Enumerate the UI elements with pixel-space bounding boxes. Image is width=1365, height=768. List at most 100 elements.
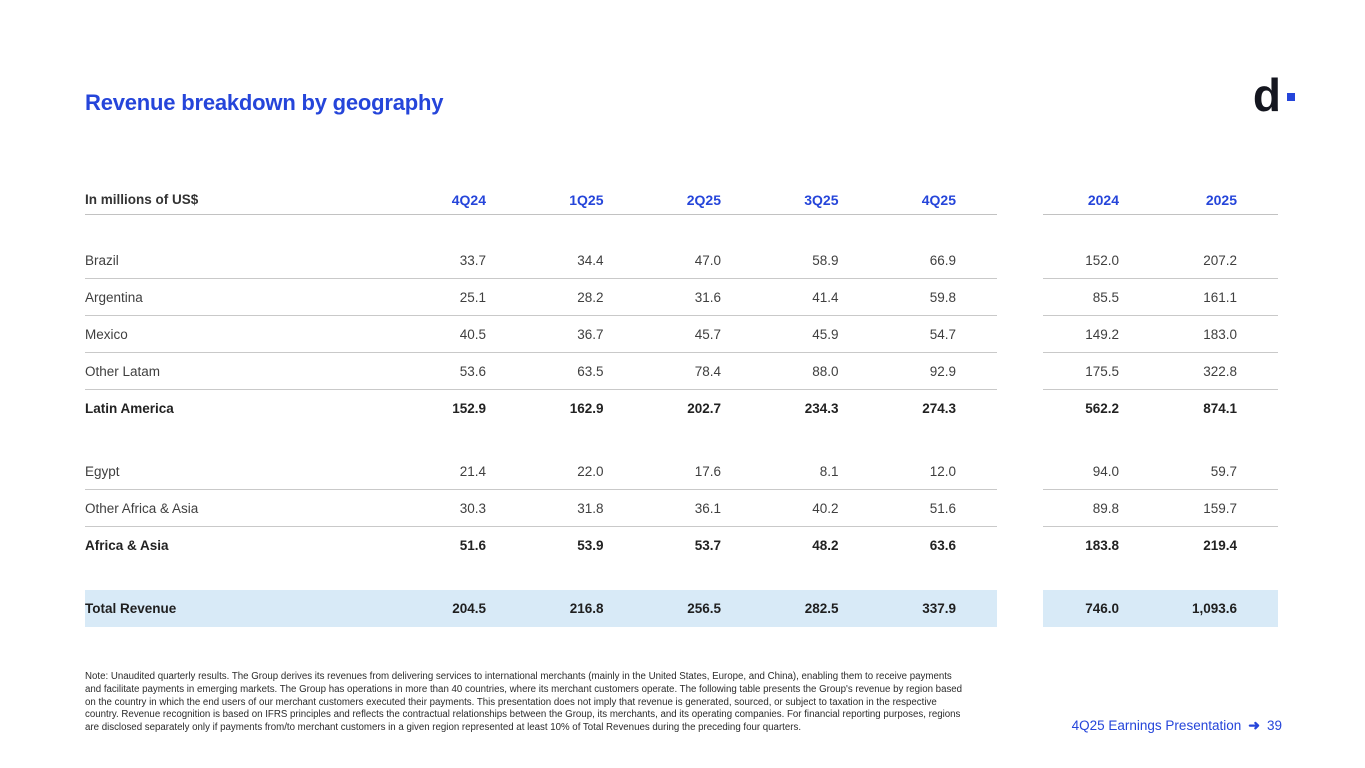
table-row: Argentina 25.1 28.2 31.6 41.4 59.8 85.5 161.1 <box>85 279 1278 316</box>
quarter-value: 51.6 <box>459 538 486 553</box>
column-gap <box>997 590 1043 627</box>
quarter-value: 162.9 <box>569 401 604 416</box>
quarters-segment: In millions of US$ 4Q24 1Q25 2Q25 3Q25 4Q25 <box>85 185 997 215</box>
quarter-value: 40.2 <box>812 500 839 516</box>
segment-padding <box>1237 590 1278 627</box>
year-value: 874.1 <box>1203 401 1237 416</box>
quarters-segment: Argentina 25.1 28.2 31.6 41.4 59.8 <box>85 279 997 316</box>
quarter-value: 31.6 <box>694 289 721 305</box>
region-label: Other Latam <box>85 363 161 379</box>
table-row: Africa & Asia 51.6 53.9 53.7 48.2 63.6 183.8 21… <box>85 527 1278 564</box>
quarter-value: 54.7 <box>929 326 956 342</box>
quarter-value: 282.5 <box>804 601 839 616</box>
column-gap <box>997 453 1043 490</box>
year-header: 2025 <box>1205 191 1237 208</box>
quarter-value: 36.7 <box>577 326 604 342</box>
quarter-value: 152.9 <box>452 401 486 416</box>
footer-label: 4Q25 Earnings Presentation <box>1071 718 1242 733</box>
quarter-value: 17.6 <box>694 463 721 479</box>
column-gap <box>997 490 1043 527</box>
quarter-value: 53.6 <box>459 363 486 379</box>
arrow-right-icon: ➜ <box>1248 717 1260 733</box>
logo-letter: d <box>1252 69 1281 121</box>
quarter-value: 88.0 <box>812 363 839 379</box>
quarter-value: 30.3 <box>459 500 486 516</box>
logo-dot-icon <box>1287 93 1295 101</box>
quarters-segment: Africa & Asia 51.6 53.9 53.7 48.2 63.6 <box>85 527 997 564</box>
segment-padding <box>956 185 997 214</box>
year-value: 59.7 <box>1210 463 1237 479</box>
region-label: Other Africa & Asia <box>85 500 199 516</box>
quarter-value: 40.5 <box>459 326 486 342</box>
year-value: 94.0 <box>1092 463 1119 479</box>
column-gap <box>997 185 1043 215</box>
years-segment: 183.8 219.4 <box>1043 527 1278 564</box>
segment-padding <box>1237 390 1278 427</box>
table-row: Other Africa & Asia 30.3 31.8 36.1 40.2 51.6 8… <box>85 490 1278 527</box>
year-value: 1,093.6 <box>1191 601 1237 616</box>
quarter-value: 41.4 <box>812 289 839 305</box>
year-value: 161.1 <box>1203 289 1237 305</box>
quarter-value: 36.1 <box>694 500 721 516</box>
quarter-header: 4Q24 <box>451 191 486 208</box>
total-row: Total Revenue 204.5 216.8 256.5 282.5 337.9 74… <box>85 590 1278 627</box>
table-row: Mexico 40.5 36.7 45.7 45.9 54.7 149.2 183.0 <box>85 316 1278 353</box>
quarter-value: 204.5 <box>452 601 486 616</box>
year-value: 149.2 <box>1085 326 1119 342</box>
segment-padding <box>956 316 997 352</box>
quarter-value: 78.4 <box>694 363 721 379</box>
quarter-value: 34.4 <box>577 252 604 268</box>
quarters-segment: Brazil 33.7 34.4 47.0 58.9 66.9 <box>85 242 997 279</box>
segment-padding <box>1237 185 1278 214</box>
region-label: Egypt <box>85 463 120 479</box>
years-segment: 94.0 59.7 <box>1043 453 1278 490</box>
footnote: Note: Unaudited quarterly results. The G… <box>85 671 963 734</box>
table-row: Egypt 21.4 22.0 17.6 8.1 12.0 94.0 59.7 <box>85 453 1278 490</box>
column-gap <box>997 242 1043 279</box>
years-segment: 562.2 874.1 <box>1043 390 1278 427</box>
quarter-value: 12.0 <box>929 463 956 479</box>
year-value: 183.0 <box>1203 326 1237 342</box>
quarter-value: 28.2 <box>577 289 604 305</box>
segment-padding <box>956 490 997 526</box>
years-segment: 746.0 1,093.6 <box>1043 590 1278 627</box>
column-gap <box>997 527 1043 564</box>
quarter-value: 58.9 <box>812 252 839 268</box>
region-label: Total Revenue <box>85 601 177 616</box>
years-segment: 149.2 183.0 <box>1043 316 1278 353</box>
quarter-header: 3Q25 <box>804 191 839 208</box>
quarter-value: 53.7 <box>694 538 721 553</box>
segment-padding <box>956 590 997 627</box>
quarter-value: 8.1 <box>819 463 839 479</box>
quarter-value: 51.6 <box>929 500 956 516</box>
unit-label: In millions of US$ <box>85 192 199 207</box>
region-label: Argentina <box>85 289 143 305</box>
quarters-segment: Other Latam 53.6 63.5 78.4 88.0 92.9 <box>85 353 997 390</box>
quarter-value: 45.9 <box>812 326 839 342</box>
quarter-value: 202.7 <box>687 401 721 416</box>
quarter-value: 63.6 <box>929 538 956 553</box>
quarter-header: 1Q25 <box>569 191 604 208</box>
segment-padding <box>956 242 997 278</box>
segment-padding <box>956 453 997 489</box>
quarter-value: 45.7 <box>694 326 721 342</box>
quarter-value: 33.7 <box>459 252 486 268</box>
year-value: 207.2 <box>1203 252 1237 268</box>
segment-padding <box>1237 242 1278 278</box>
quarter-value: 53.9 <box>577 538 604 553</box>
year-value: 746.0 <box>1085 601 1119 616</box>
quarter-value: 59.8 <box>929 289 956 305</box>
quarters-segment: Other Africa & Asia 30.3 31.8 36.1 40.2 51.6 <box>85 490 997 527</box>
quarter-value: 92.9 <box>929 363 956 379</box>
segment-padding <box>956 527 997 564</box>
segment-padding <box>956 279 997 315</box>
segment-padding <box>1237 527 1278 564</box>
region-label: Africa & Asia <box>85 538 169 553</box>
page-number: 39 <box>1266 718 1282 733</box>
quarters-segment: Total Revenue 204.5 216.8 256.5 282.5 337.9 <box>85 590 997 627</box>
table-row: Other Latam 53.6 63.5 78.4 88.0 92.9 175.5 322.… <box>85 353 1278 390</box>
table-row: Brazil 33.7 34.4 47.0 58.9 66.9 152.0 207.2 <box>85 242 1278 279</box>
quarter-header: 2Q25 <box>686 191 721 208</box>
quarter-value: 216.8 <box>569 601 604 616</box>
